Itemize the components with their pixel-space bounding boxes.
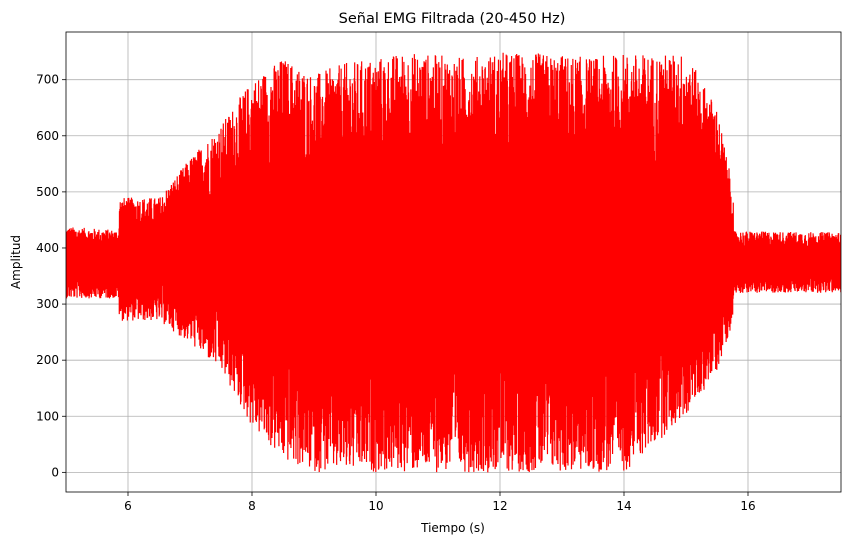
y-tick-label: 300	[36, 297, 59, 311]
y-tick-label: 400	[36, 241, 59, 255]
y-tick-label: 200	[36, 353, 59, 367]
y-axis: 0 100 200 300 400 500 600 700	[36, 73, 66, 479]
y-tick-label: 500	[36, 185, 59, 199]
y-tick-label: 600	[36, 129, 59, 143]
y-axis-label: Amplitud	[9, 235, 23, 289]
x-tick-label: 16	[740, 499, 755, 513]
x-tick-label: 14	[616, 499, 631, 513]
plot-frame	[65, 31, 842, 493]
x-axis: 6 8 10 12 14 16	[124, 492, 756, 513]
emg-signal-line	[66, 52, 841, 473]
y-tick-label: 100	[36, 409, 59, 423]
y-tick-label: 700	[36, 73, 59, 87]
y-tick-label: 0	[51, 465, 59, 479]
signal-series	[66, 52, 841, 473]
x-axis-label: Tiempo (s)	[420, 521, 485, 535]
chart-title: Señal EMG Filtrada (20-450 Hz)	[339, 11, 566, 27]
x-tick-label: 12	[492, 499, 507, 513]
x-tick-label: 8	[248, 499, 256, 513]
x-tick-label: 10	[368, 499, 383, 513]
x-tick-label: 6	[124, 499, 132, 513]
